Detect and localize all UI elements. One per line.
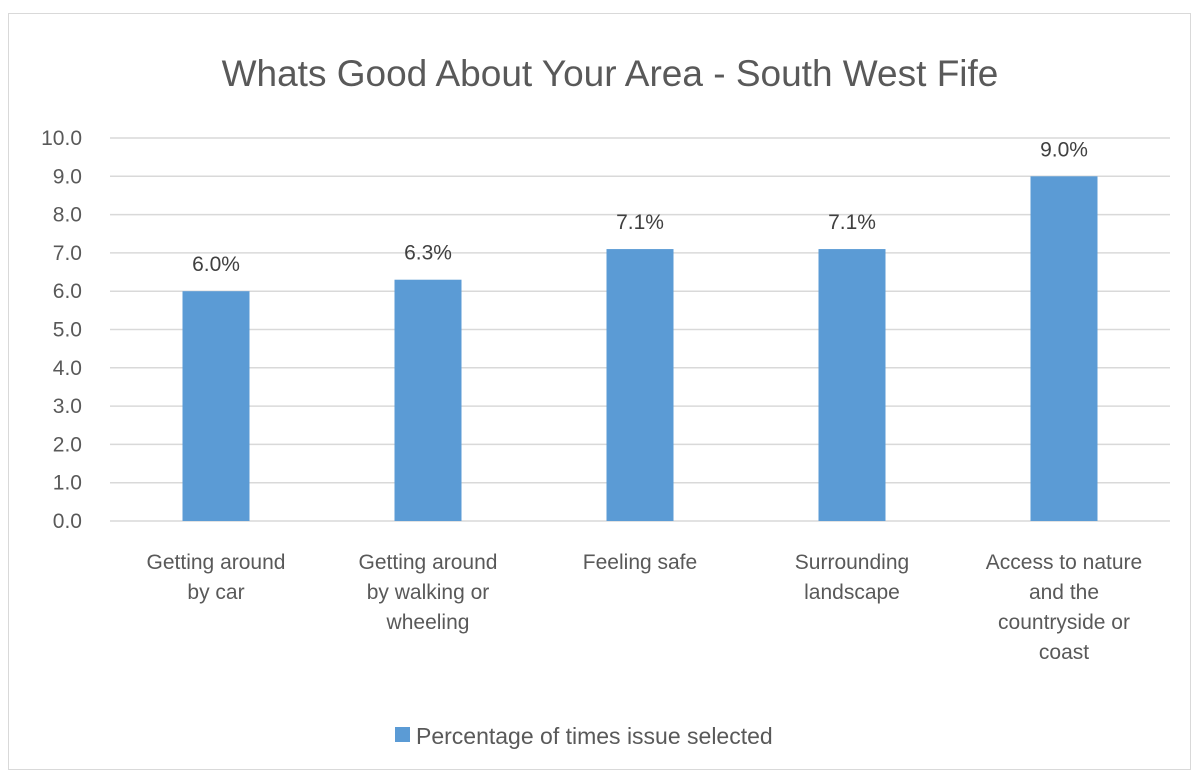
x-category-label: landscape: [804, 581, 900, 604]
y-tick-label: 3.0: [53, 395, 82, 418]
y-tick-label: 8.0: [53, 204, 82, 227]
x-category-label: and the: [1029, 581, 1099, 604]
x-category-label: by car: [187, 581, 244, 604]
bar: [394, 279, 462, 521]
bar: [606, 249, 674, 521]
legend: Percentage of times issue selected: [395, 723, 773, 749]
y-tick-label: 5.0: [53, 319, 82, 342]
chart-title: Whats Good About Your Area - South West …: [222, 53, 999, 94]
bar: [818, 249, 886, 521]
data-label: 7.1%: [616, 211, 664, 234]
data-label: 9.0%: [1040, 138, 1088, 161]
data-labels: 6.0% 6.3% 7.1% 7.1% 9.0%: [192, 138, 1088, 276]
y-tick-label: 7.0: [53, 242, 82, 265]
x-category-label: Getting around: [359, 551, 498, 574]
y-tick-label: 6.0: [53, 280, 82, 303]
legend-swatch: [395, 727, 410, 742]
x-category-label: Feeling safe: [583, 551, 697, 574]
data-label: 6.0%: [192, 253, 240, 276]
legend-label: Percentage of times issue selected: [416, 723, 773, 749]
x-category-label: countryside or: [998, 611, 1130, 634]
y-tick-label: 1.0: [53, 472, 82, 495]
x-category-label: Access to nature: [986, 551, 1142, 574]
x-category-label: by walking or: [367, 581, 490, 604]
data-label: 6.3%: [404, 242, 452, 265]
y-tick-label: 0.0: [53, 510, 82, 533]
bars: [182, 176, 1098, 522]
gridlines: [110, 137, 1170, 522]
x-category-label: Getting around: [147, 551, 286, 574]
y-tick-label: 9.0: [53, 165, 82, 188]
bar: [1030, 176, 1098, 522]
y-tick-label: 10.0: [41, 127, 82, 150]
y-axis-tick-labels: 0.0 1.0 2.0 3.0 4.0 5.0 6.0 7.0 8.0 9.0 10.0: [41, 127, 82, 533]
x-category-label: wheeling: [386, 611, 470, 634]
x-axis-category-labels: Getting around by car Getting around by wal…: [147, 551, 1143, 664]
y-tick-label: 2.0: [53, 433, 82, 456]
x-category-label: coast: [1039, 641, 1089, 664]
bar: [182, 291, 250, 521]
x-category-label: Surrounding: [795, 551, 909, 574]
y-tick-label: 4.0: [53, 357, 82, 380]
data-label: 7.1%: [828, 211, 876, 234]
